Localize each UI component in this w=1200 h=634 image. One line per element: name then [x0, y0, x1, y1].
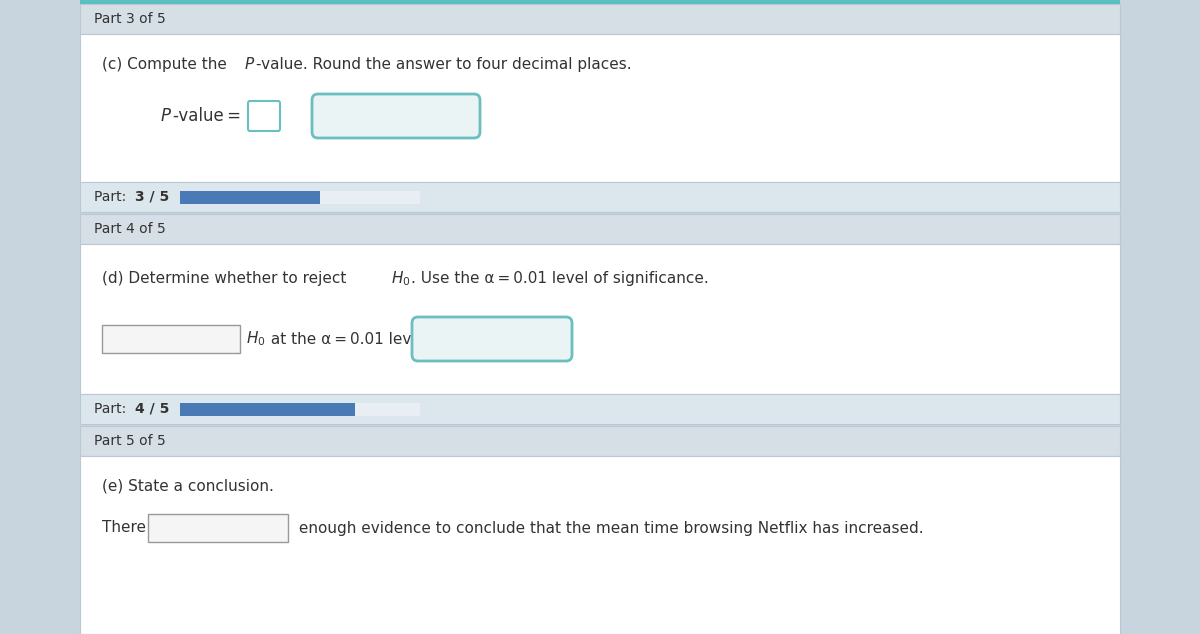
- Text: $H_0$: $H_0$: [246, 330, 265, 348]
- Bar: [80, 0, 1120, 4]
- Text: Part 5 of 5: Part 5 of 5: [94, 434, 166, 448]
- Text: (Choose one): (Choose one): [112, 332, 204, 346]
- Bar: [148, 514, 288, 542]
- Text: Part 3 of 5: Part 3 of 5: [94, 12, 166, 26]
- FancyBboxPatch shape: [248, 101, 280, 131]
- Text: enough evidence to conclude that the mean time browsing Netflix has increased.: enough evidence to conclude that the mea…: [294, 521, 924, 536]
- Text: $H_0$: $H_0$: [391, 269, 410, 288]
- Text: (Choose one): (Choose one): [158, 521, 250, 535]
- Text: . Use the α = 0.01 level of significance.: . Use the α = 0.01 level of significance…: [410, 271, 709, 287]
- Bar: [80, 394, 1120, 424]
- FancyBboxPatch shape: [412, 317, 572, 361]
- Bar: [80, 426, 1120, 456]
- Text: ▼: ▼: [226, 334, 234, 344]
- Text: 4 / 5: 4 / 5: [134, 402, 169, 416]
- Bar: [80, 182, 1120, 212]
- Bar: [180, 191, 320, 204]
- Text: $\it{P}$: $\it{P}$: [160, 107, 172, 125]
- FancyBboxPatch shape: [312, 94, 480, 138]
- Bar: [80, 4, 1120, 34]
- Bar: [180, 191, 420, 204]
- Text: ▼: ▼: [274, 523, 282, 533]
- Bar: [180, 403, 355, 416]
- Bar: [80, 244, 1120, 394]
- Text: There: There: [102, 521, 146, 536]
- Text: (e) State a conclusion.: (e) State a conclusion.: [102, 479, 274, 493]
- Text: -value =: -value =: [173, 107, 241, 125]
- Text: 3 / 5: 3 / 5: [134, 190, 169, 204]
- Text: (c) Compute the: (c) Compute the: [102, 56, 232, 72]
- Text: ↺: ↺: [518, 329, 536, 349]
- Text: (d) Determine whether to reject: (d) Determine whether to reject: [102, 271, 352, 287]
- Bar: [80, 214, 1120, 244]
- Text: ×: ×: [364, 107, 378, 125]
- Text: $\it{P}$: $\it{P}$: [244, 56, 256, 72]
- Text: Part:: Part:: [94, 402, 133, 416]
- Text: ×: ×: [461, 330, 475, 348]
- Text: ↺: ↺: [425, 106, 442, 126]
- Bar: [180, 403, 420, 416]
- Bar: [80, 34, 1120, 182]
- Text: Part:: Part:: [94, 190, 133, 204]
- Bar: [80, 456, 1120, 634]
- Text: -value. Round the answer to four decimal places.: -value. Round the answer to four decimal…: [256, 56, 631, 72]
- Bar: [102, 325, 240, 353]
- Text: Part 4 of 5: Part 4 of 5: [94, 222, 166, 236]
- Text: at the α = 0.01 level.: at the α = 0.01 level.: [266, 332, 430, 347]
